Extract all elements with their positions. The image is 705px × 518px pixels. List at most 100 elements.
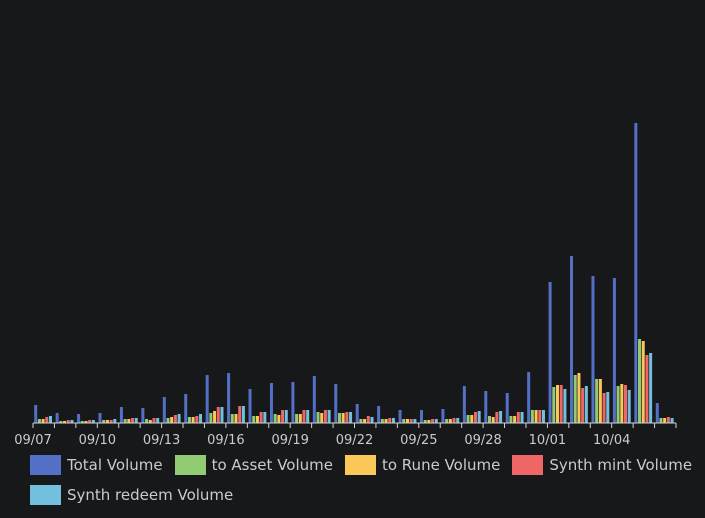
- bar[interactable]: [88, 420, 92, 423]
- bar[interactable]: [84, 421, 88, 423]
- bar[interactable]: [166, 418, 170, 423]
- bar[interactable]: [291, 382, 295, 423]
- bar[interactable]: [102, 420, 106, 423]
- bar[interactable]: [431, 419, 435, 423]
- bar[interactable]: [488, 416, 491, 423]
- bar[interactable]: [349, 412, 353, 423]
- legend-item[interactable]: to Rune Volume: [344, 455, 500, 475]
- bar[interactable]: [505, 393, 509, 423]
- bar[interactable]: [516, 412, 520, 423]
- bar[interactable]: [641, 341, 645, 423]
- bar[interactable]: [281, 410, 285, 423]
- bar[interactable]: [595, 379, 599, 423]
- bar[interactable]: [402, 419, 406, 423]
- bar[interactable]: [527, 372, 531, 423]
- bar[interactable]: [162, 397, 166, 423]
- bar[interactable]: [473, 412, 477, 423]
- bar[interactable]: [230, 414, 234, 423]
- bar[interactable]: [98, 413, 102, 423]
- bar[interactable]: [448, 419, 452, 423]
- bar[interactable]: [241, 406, 245, 423]
- bar[interactable]: [312, 376, 316, 423]
- bar[interactable]: [520, 412, 524, 423]
- bar[interactable]: [213, 411, 217, 423]
- bar[interactable]: [152, 418, 156, 423]
- bar[interactable]: [187, 417, 191, 423]
- bar[interactable]: [127, 419, 131, 423]
- bar[interactable]: [177, 414, 181, 423]
- bar[interactable]: [302, 410, 306, 423]
- bar[interactable]: [405, 419, 409, 423]
- legend-item[interactable]: Synth mint Volume: [512, 455, 692, 475]
- bar[interactable]: [366, 416, 370, 423]
- bar[interactable]: [598, 379, 602, 423]
- bar[interactable]: [462, 386, 466, 423]
- bar[interactable]: [573, 375, 577, 423]
- bar[interactable]: [205, 375, 209, 423]
- bar[interactable]: [420, 410, 423, 423]
- legend-item[interactable]: Synth redeem Volume: [30, 485, 233, 505]
- bar[interactable]: [570, 256, 574, 423]
- bar[interactable]: [666, 417, 670, 423]
- bar[interactable]: [70, 420, 74, 423]
- bar[interactable]: [41, 419, 45, 423]
- bar[interactable]: [156, 418, 160, 423]
- bar[interactable]: [552, 387, 556, 423]
- bar[interactable]: [452, 418, 456, 423]
- bar[interactable]: [384, 419, 388, 423]
- bar[interactable]: [602, 393, 606, 423]
- bar[interactable]: [345, 412, 349, 423]
- bar[interactable]: [470, 415, 474, 423]
- bar[interactable]: [363, 419, 367, 423]
- bar[interactable]: [380, 419, 384, 423]
- bar[interactable]: [355, 404, 359, 423]
- bar[interactable]: [255, 416, 259, 423]
- bar[interactable]: [391, 418, 395, 423]
- bar[interactable]: [306, 410, 310, 423]
- bar[interactable]: [59, 421, 63, 423]
- bar[interactable]: [606, 392, 610, 423]
- bar[interactable]: [298, 414, 302, 423]
- bar[interactable]: [284, 410, 288, 423]
- bar[interactable]: [66, 420, 70, 423]
- bar[interactable]: [170, 417, 174, 423]
- bar[interactable]: [370, 417, 374, 423]
- bar[interactable]: [259, 412, 263, 423]
- bar[interactable]: [216, 407, 220, 423]
- bar[interactable]: [670, 418, 674, 423]
- bar[interactable]: [409, 419, 413, 423]
- bar[interactable]: [77, 414, 81, 423]
- bar[interactable]: [252, 416, 256, 423]
- bar[interactable]: [634, 123, 638, 423]
- bar[interactable]: [477, 411, 481, 423]
- bar[interactable]: [295, 414, 299, 423]
- bar[interactable]: [513, 416, 517, 423]
- bar[interactable]: [377, 406, 381, 423]
- bar[interactable]: [199, 414, 203, 423]
- bar[interactable]: [509, 416, 513, 423]
- bar[interactable]: [445, 419, 449, 423]
- bar[interactable]: [584, 386, 588, 423]
- bar[interactable]: [134, 418, 138, 423]
- legend-item[interactable]: to Asset Volume: [174, 455, 333, 475]
- bar[interactable]: [184, 394, 188, 423]
- bar[interactable]: [649, 353, 653, 423]
- bar[interactable]: [663, 418, 667, 423]
- bar[interactable]: [91, 420, 95, 423]
- bar[interactable]: [220, 407, 224, 423]
- bar[interactable]: [131, 418, 135, 423]
- bar[interactable]: [334, 384, 338, 423]
- bar[interactable]: [655, 403, 659, 423]
- bar[interactable]: [624, 385, 627, 423]
- bar[interactable]: [581, 388, 585, 423]
- bar[interactable]: [45, 417, 49, 423]
- bar[interactable]: [263, 412, 267, 423]
- bar[interactable]: [209, 413, 213, 423]
- bar[interactable]: [499, 411, 503, 423]
- bar[interactable]: [427, 420, 431, 423]
- bar[interactable]: [620, 384, 624, 423]
- bar[interactable]: [491, 417, 495, 423]
- bar[interactable]: [269, 383, 273, 423]
- bar[interactable]: [173, 415, 177, 423]
- bar[interactable]: [577, 373, 581, 423]
